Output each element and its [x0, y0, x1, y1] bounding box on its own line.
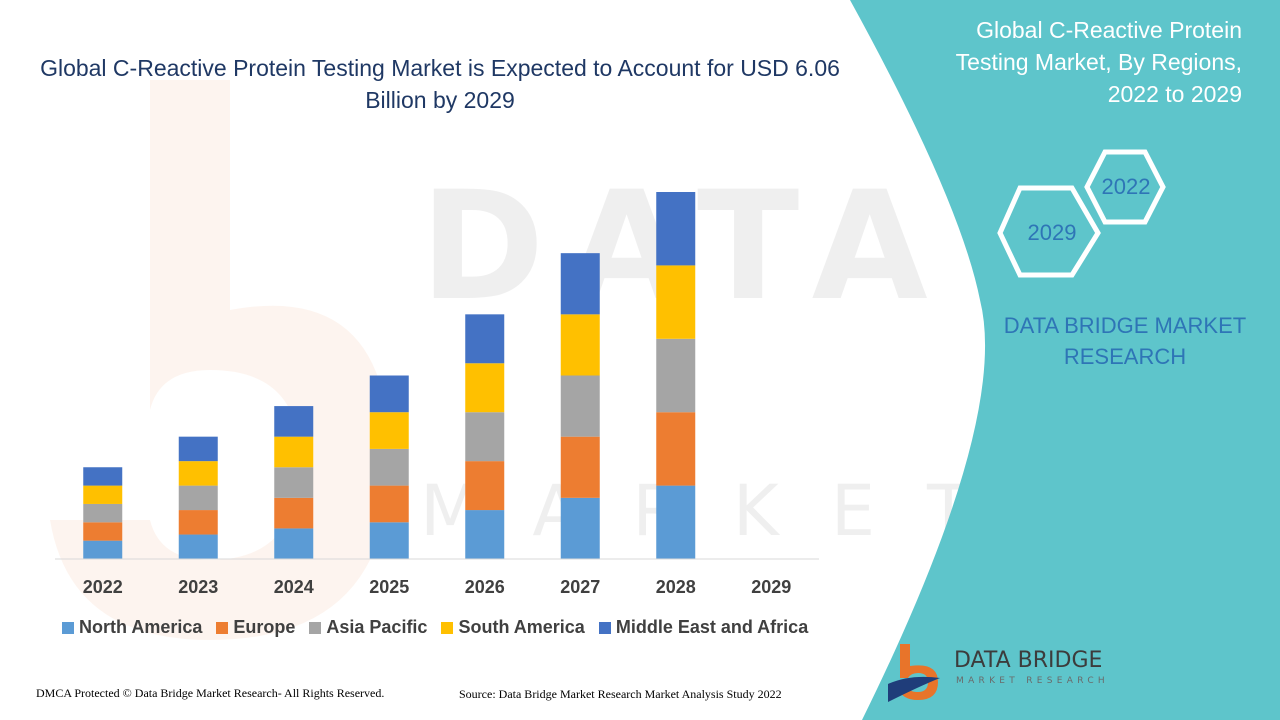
x-tick-label: 2029 — [751, 577, 791, 597]
bar-segment-2024-middle-east-and-africa — [274, 406, 314, 437]
copyright-note: DMCA Protected © Data Bridge Market Rese… — [36, 686, 385, 700]
bar-segment-2027-middle-east-and-africa — [560, 253, 600, 315]
legend-item: North America — [62, 617, 202, 638]
bar-segment-2022-middle-east-and-africa — [83, 467, 123, 486]
bar-segment-2028-asia-pacific — [656, 338, 696, 413]
bar-segment-2022-south-america — [83, 485, 123, 504]
bar-segment-2022-europe — [83, 522, 123, 541]
bar-segment-2022-asia-pacific — [83, 503, 123, 523]
legend-label: Europe — [233, 617, 296, 637]
bar-segment-2028-north-america — [656, 485, 696, 559]
hex-year-bottom: 2029 — [1028, 220, 1077, 245]
bar-segment-2023-north-america — [178, 534, 218, 559]
legend-swatch — [62, 621, 74, 634]
x-tick-label: 2028 — [656, 577, 696, 597]
source-note: Source: Data Bridge Market Research Mark… — [459, 687, 782, 701]
x-tick-label: 2023 — [178, 577, 218, 597]
hexagon-2029-icon — [997, 185, 1101, 278]
legend-item: Asia Pacific — [309, 617, 427, 638]
bar-segment-2023-south-america — [178, 461, 218, 486]
hex-year-top: 2022 — [1102, 174, 1151, 199]
legend-item: Europe — [216, 617, 295, 638]
bar-segment-2025-south-america — [369, 412, 409, 449]
bar-segment-2028-middle-east-and-africa — [656, 192, 696, 266]
x-tick-label: 2027 — [560, 577, 600, 597]
x-tick-label: 2024 — [274, 577, 314, 597]
bar-segment-2026-middle-east-and-africa — [465, 314, 505, 364]
legend-label: North America — [79, 617, 203, 637]
bar-segment-2026-europe — [465, 461, 505, 511]
bar-segment-2023-asia-pacific — [178, 485, 218, 511]
bar-segment-2025-asia-pacific — [369, 448, 409, 486]
bar-segment-2026-south-america — [465, 363, 505, 413]
x-tick-label: 2022 — [83, 577, 123, 597]
bar-segment-2025-north-america — [369, 522, 409, 559]
legend-label: Asia Pacific — [326, 617, 428, 637]
bars-group — [83, 192, 696, 559]
year-hexagons: 2022 2029 — [997, 149, 1166, 278]
legend-swatch — [598, 621, 611, 634]
bar-segment-2026-north-america — [465, 510, 505, 559]
legend-swatch — [216, 621, 229, 634]
x-tick-label: 2025 — [369, 577, 409, 597]
bar-segment-2022-north-america — [83, 540, 123, 559]
chart-title: Global C-Reactive Protein Testing Market… — [40, 55, 840, 113]
bar-segment-2023-middle-east-and-africa — [178, 436, 218, 462]
logo-wordmark: DATA BRIDGE — [954, 648, 1103, 673]
legend-label: South America — [458, 617, 585, 637]
bar-segment-2025-europe — [369, 485, 409, 523]
legend-item: Middle East and Africa — [598, 617, 809, 638]
bar-segment-2027-asia-pacific — [560, 375, 600, 437]
x-tick-label: 2026 — [465, 577, 505, 597]
bar-segment-2028-europe — [656, 412, 696, 486]
legend-swatch — [441, 621, 454, 634]
x-tick-labels: 2022 2023 2024 2025 2026 2027 2028 2029 — [83, 577, 792, 597]
legend-label: Middle East and Africa — [615, 617, 809, 637]
bar-segment-2028-south-america — [656, 265, 696, 339]
bar-segment-2027-south-america — [560, 314, 600, 376]
bar-segment-2023-europe — [178, 510, 218, 535]
bar-segment-2026-asia-pacific — [465, 412, 505, 462]
legend-item: South America — [441, 617, 585, 638]
data-bridge-logo-icon — [888, 644, 940, 702]
legend: North America Europe Asia Pacific South Ame… — [62, 617, 808, 638]
bar-segment-2025-middle-east-and-africa — [369, 375, 409, 413]
legend-swatch — [309, 621, 322, 634]
side-panel-title: Global C-Reactive Protein Testing Market… — [955, 17, 1242, 107]
bar-segment-2027-europe — [560, 436, 600, 498]
bar-segment-2024-europe — [274, 497, 314, 529]
logo-tagline: MARKET RESEARCH — [956, 676, 1109, 686]
bar-segment-2027-north-america — [560, 497, 600, 559]
bar-segment-2024-north-america — [274, 528, 314, 559]
bar-segment-2024-south-america — [274, 436, 314, 468]
hexagon-2022-icon — [1084, 149, 1166, 225]
bar-segment-2024-asia-pacific — [274, 467, 314, 498]
brand-label: DATA BRIDGE MARKET RESEARCH — [1003, 313, 1247, 369]
